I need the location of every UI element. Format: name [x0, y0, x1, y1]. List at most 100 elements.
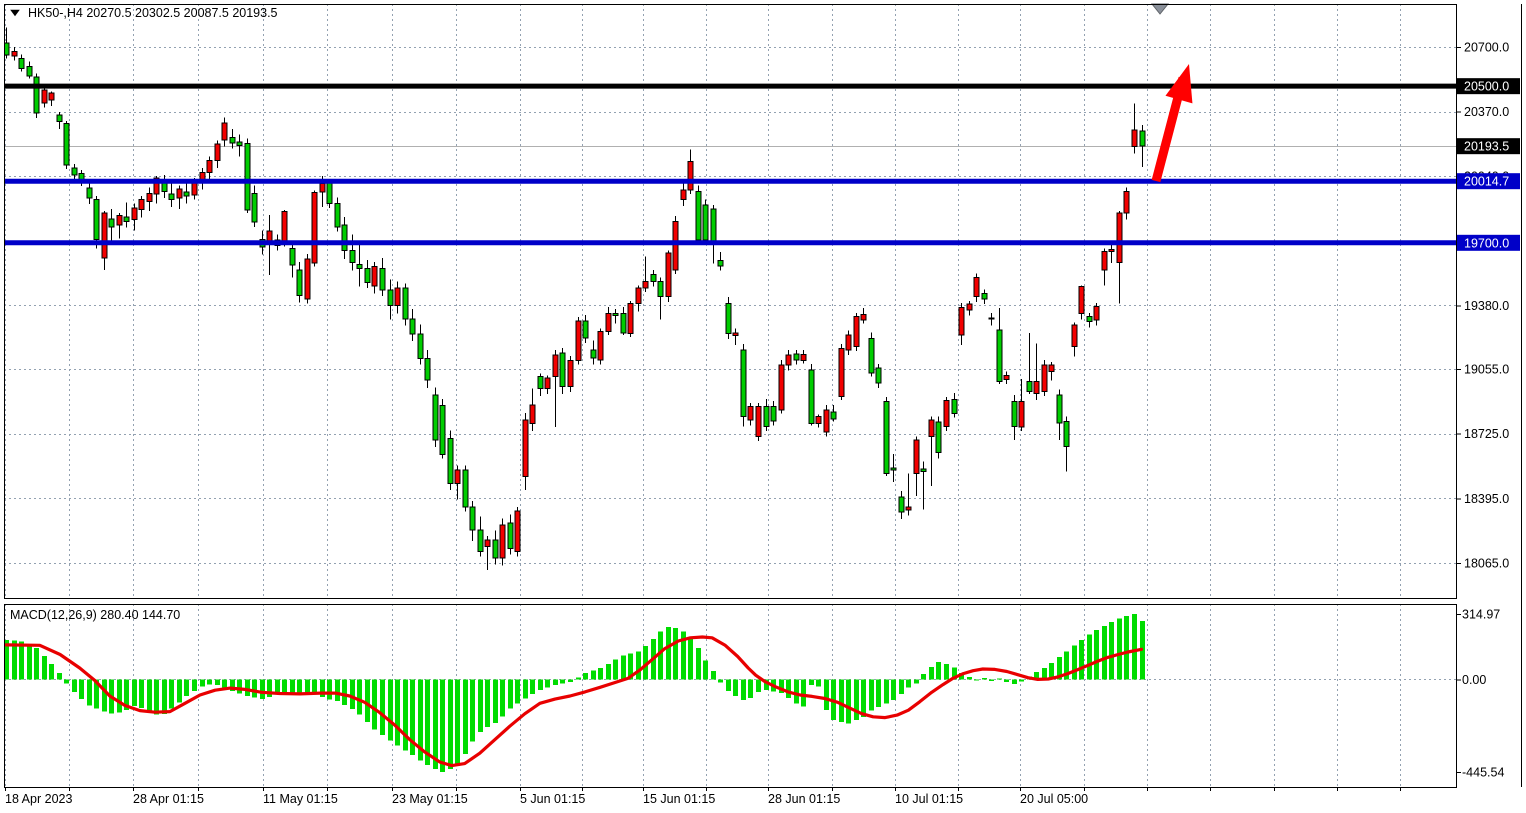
- candle-body: [1101, 251, 1108, 271]
- macd-axis[interactable]: 314.97 0.00 -445.54: [1456, 608, 1504, 780]
- macd-bar: [1094, 629, 1099, 680]
- macd-bar: [403, 679, 408, 751]
- macd-bar: [230, 679, 235, 691]
- candle-body: [642, 280, 649, 289]
- candle-body: [138, 199, 145, 211]
- macd-bar: [621, 655, 626, 680]
- candle-body: [341, 224, 348, 252]
- candle-body: [853, 316, 860, 348]
- macd-bar: [1124, 616, 1129, 680]
- macd-bar: [636, 651, 641, 680]
- macd-bar: [365, 679, 370, 722]
- macd-bar: [658, 631, 663, 680]
- candle-body: [1131, 129, 1138, 148]
- macd-bar: [132, 679, 137, 706]
- macd-bar: [1019, 679, 1024, 682]
- candle-body: [63, 122, 70, 166]
- macd-bar: [643, 646, 648, 680]
- macd-bar: [666, 627, 671, 680]
- macd-bar: [87, 679, 92, 706]
- candle-body: [680, 189, 687, 200]
- macd-bar: [372, 679, 377, 730]
- trend-arrow[interactable]: [1151, 64, 1193, 183]
- macd-bar: [27, 644, 32, 680]
- candle-body: [183, 191, 190, 197]
- candle-body: [823, 409, 830, 433]
- candle-body: [364, 267, 371, 284]
- candle-body: [168, 193, 175, 201]
- candle-body: [33, 76, 40, 114]
- macd-bar: [681, 631, 686, 680]
- candle-body: [650, 274, 657, 282]
- macd-bar: [523, 679, 528, 699]
- candle-body: [424, 357, 431, 381]
- time-axis[interactable]: 18 Apr 2023 28 Apr 01:15 11 May 01:15 23 Ma…: [5, 787, 1401, 806]
- candle-body: [371, 265, 378, 287]
- candle-body: [996, 329, 1003, 382]
- macd-bar: [816, 679, 821, 687]
- candle-body: [296, 269, 303, 297]
- candle-body: [943, 399, 950, 427]
- candle-body: [131, 207, 138, 220]
- macd-bar: [508, 679, 513, 709]
- macd-bar: [553, 679, 558, 686]
- macd-bar: [418, 679, 423, 761]
- candle-body: [244, 142, 251, 211]
- candle-body: [93, 199, 100, 240]
- candle-body: [289, 247, 296, 266]
- candle-body: [537, 376, 544, 389]
- candle-body: [1026, 380, 1033, 392]
- candle-body: [86, 187, 93, 199]
- macd-bar: [425, 679, 430, 766]
- macd-bar: [380, 679, 385, 736]
- candle-body: [590, 349, 597, 359]
- candle-body: [883, 401, 890, 474]
- macd-bar: [470, 679, 475, 742]
- candle-body: [319, 183, 326, 193]
- candle-body: [281, 210, 288, 244]
- candle-body: [860, 313, 867, 321]
- macd-bar: [809, 679, 814, 686]
- macd-bar: [846, 679, 851, 724]
- candle-body: [717, 260, 724, 267]
- candle-body: [958, 306, 965, 336]
- price-badge: [1457, 173, 1520, 190]
- candle-body: [5, 42, 10, 56]
- candle-body: [522, 419, 529, 478]
- macd-bar: [177, 679, 182, 703]
- price-tick-label: 18065.0: [1464, 556, 1509, 570]
- candle-body: [575, 320, 582, 361]
- candle-body: [236, 141, 243, 147]
- candle-body: [559, 352, 566, 388]
- candle-body: [56, 114, 63, 123]
- macd-bar: [576, 677, 581, 680]
- candle-body: [326, 182, 333, 204]
- candle-body: [514, 510, 521, 553]
- macd-bar: [959, 673, 964, 680]
- candle-body: [544, 377, 551, 390]
- price-tick-label: 19055.0: [1464, 363, 1509, 377]
- candle-body: [529, 404, 536, 424]
- macd-bar: [485, 679, 490, 727]
- price-tick-label: 18395.0: [1464, 492, 1509, 506]
- candle-body: [356, 263, 363, 269]
- macd-bar: [117, 679, 122, 713]
- candle-body: [41, 89, 48, 104]
- macd-tick-label: -445.54: [1462, 765, 1504, 779]
- price-badge-label: 20500.0: [1464, 80, 1509, 94]
- candle-body: [710, 208, 717, 244]
- time-tick-label: 23 May 01:15: [392, 792, 468, 806]
- macd-bar: [154, 679, 159, 715]
- macd-bar: [102, 679, 107, 712]
- time-tick-label: 10 Jul 01:15: [895, 792, 963, 806]
- macd-bar: [1109, 622, 1114, 680]
- candle-body: [928, 419, 935, 438]
- symbol-dropdown-icon[interactable]: [10, 9, 20, 17]
- candle-body: [913, 439, 920, 474]
- price-axis[interactable]: 20700.020370.020040.019380.019055.018725…: [1456, 41, 1520, 571]
- candle-body: [830, 411, 837, 420]
- candle-body: [905, 506, 912, 511]
- candle-body: [815, 416, 822, 424]
- candle-body: [432, 394, 439, 441]
